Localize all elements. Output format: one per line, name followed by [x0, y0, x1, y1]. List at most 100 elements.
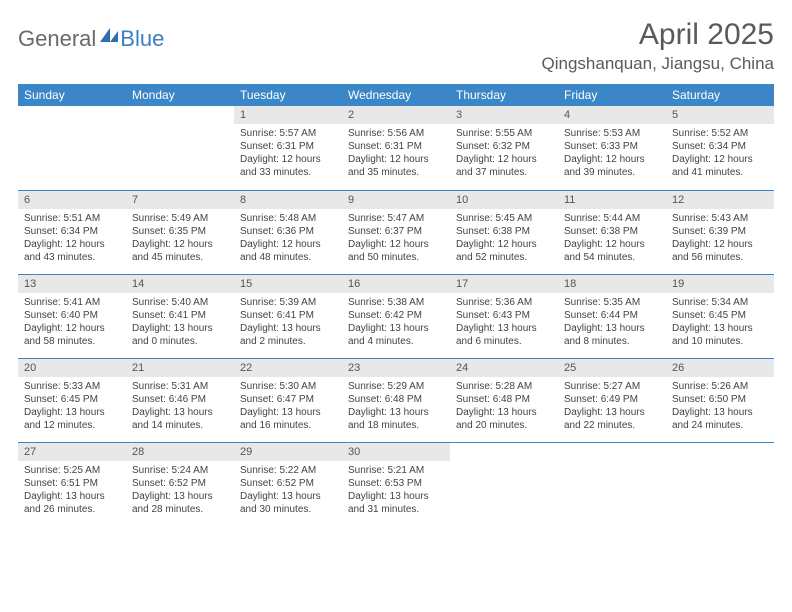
- sunrise-line: Sunrise: 5:38 AM: [348, 296, 444, 309]
- day-body: Sunrise: 5:49 AMSunset: 6:35 PMDaylight:…: [126, 209, 234, 267]
- calendar-day-cell: 8Sunrise: 5:48 AMSunset: 6:36 PMDaylight…: [234, 190, 342, 274]
- daylight-line: Daylight: 13 hours and 16 minutes.: [240, 406, 336, 432]
- daylight-line: Daylight: 12 hours and 56 minutes.: [672, 238, 768, 264]
- sunset-line: Sunset: 6:43 PM: [456, 309, 552, 322]
- sunset-line: Sunset: 6:41 PM: [240, 309, 336, 322]
- weekday-header: Friday: [558, 84, 666, 106]
- sunrise-line: Sunrise: 5:40 AM: [132, 296, 228, 309]
- sunset-line: Sunset: 6:45 PM: [24, 393, 120, 406]
- day-body: Sunrise: 5:41 AMSunset: 6:40 PMDaylight:…: [18, 293, 126, 351]
- calendar-day-cell: 15Sunrise: 5:39 AMSunset: 6:41 PMDayligh…: [234, 274, 342, 358]
- calendar-day-cell: 18Sunrise: 5:35 AMSunset: 6:44 PMDayligh…: [558, 274, 666, 358]
- sunset-line: Sunset: 6:48 PM: [456, 393, 552, 406]
- sunrise-line: Sunrise: 5:49 AM: [132, 212, 228, 225]
- day-number: 18: [558, 275, 666, 293]
- sunrise-line: Sunrise: 5:52 AM: [672, 127, 768, 140]
- sunrise-line: Sunrise: 5:45 AM: [456, 212, 552, 225]
- sunrise-line: Sunrise: 5:39 AM: [240, 296, 336, 309]
- weekday-header: Sunday: [18, 84, 126, 106]
- weekday-header: Thursday: [450, 84, 558, 106]
- day-number: 28: [126, 443, 234, 461]
- daylight-line: Daylight: 13 hours and 31 minutes.: [348, 490, 444, 516]
- day-number: 17: [450, 275, 558, 293]
- daylight-line: Daylight: 12 hours and 50 minutes.: [348, 238, 444, 264]
- sunset-line: Sunset: 6:52 PM: [240, 477, 336, 490]
- sunset-line: Sunset: 6:46 PM: [132, 393, 228, 406]
- day-body: Sunrise: 5:24 AMSunset: 6:52 PMDaylight:…: [126, 461, 234, 519]
- day-body: Sunrise: 5:27 AMSunset: 6:49 PMDaylight:…: [558, 377, 666, 435]
- sunrise-line: Sunrise: 5:41 AM: [24, 296, 120, 309]
- sunset-line: Sunset: 6:37 PM: [348, 225, 444, 238]
- weekday-header: Wednesday: [342, 84, 450, 106]
- weekday-header: Tuesday: [234, 84, 342, 106]
- sunrise-line: Sunrise: 5:53 AM: [564, 127, 660, 140]
- sunset-line: Sunset: 6:40 PM: [24, 309, 120, 322]
- daylight-line: Daylight: 13 hours and 10 minutes.: [672, 322, 768, 348]
- calendar-week-row: 6Sunrise: 5:51 AMSunset: 6:34 PMDaylight…: [18, 190, 774, 274]
- calendar-day-cell: 7Sunrise: 5:49 AMSunset: 6:35 PMDaylight…: [126, 190, 234, 274]
- sunset-line: Sunset: 6:52 PM: [132, 477, 228, 490]
- calendar-empty-cell: [558, 442, 666, 526]
- daylight-line: Daylight: 12 hours and 45 minutes.: [132, 238, 228, 264]
- calendar-week-row: 13Sunrise: 5:41 AMSunset: 6:40 PMDayligh…: [18, 274, 774, 358]
- daylight-line: Daylight: 12 hours and 52 minutes.: [456, 238, 552, 264]
- sunrise-line: Sunrise: 5:28 AM: [456, 380, 552, 393]
- weekday-header: Saturday: [666, 84, 774, 106]
- day-number: 5: [666, 106, 774, 124]
- calendar-day-cell: 9Sunrise: 5:47 AMSunset: 6:37 PMDaylight…: [342, 190, 450, 274]
- day-body: Sunrise: 5:51 AMSunset: 6:34 PMDaylight:…: [18, 209, 126, 267]
- day-number: 12: [666, 191, 774, 209]
- sunrise-line: Sunrise: 5:30 AM: [240, 380, 336, 393]
- sunrise-line: Sunrise: 5:43 AM: [672, 212, 768, 225]
- sunset-line: Sunset: 6:34 PM: [24, 225, 120, 238]
- day-body: Sunrise: 5:53 AMSunset: 6:33 PMDaylight:…: [558, 124, 666, 182]
- calendar-day-cell: 1Sunrise: 5:57 AMSunset: 6:31 PMDaylight…: [234, 106, 342, 190]
- day-body: Sunrise: 5:35 AMSunset: 6:44 PMDaylight:…: [558, 293, 666, 351]
- day-number: 11: [558, 191, 666, 209]
- day-number: 21: [126, 359, 234, 377]
- sunset-line: Sunset: 6:31 PM: [240, 140, 336, 153]
- day-number: 25: [558, 359, 666, 377]
- calendar-day-cell: 28Sunrise: 5:24 AMSunset: 6:52 PMDayligh…: [126, 442, 234, 526]
- location-text: Qingshanquan, Jiangsu, China: [542, 54, 775, 74]
- day-number: 6: [18, 191, 126, 209]
- day-number: 22: [234, 359, 342, 377]
- daylight-line: Daylight: 13 hours and 2 minutes.: [240, 322, 336, 348]
- sunset-line: Sunset: 6:53 PM: [348, 477, 444, 490]
- day-body: Sunrise: 5:34 AMSunset: 6:45 PMDaylight:…: [666, 293, 774, 351]
- daylight-line: Daylight: 13 hours and 24 minutes.: [672, 406, 768, 432]
- day-body: Sunrise: 5:45 AMSunset: 6:38 PMDaylight:…: [450, 209, 558, 267]
- daylight-line: Daylight: 13 hours and 0 minutes.: [132, 322, 228, 348]
- day-body: Sunrise: 5:36 AMSunset: 6:43 PMDaylight:…: [450, 293, 558, 351]
- calendar-day-cell: 20Sunrise: 5:33 AMSunset: 6:45 PMDayligh…: [18, 358, 126, 442]
- sunset-line: Sunset: 6:34 PM: [672, 140, 768, 153]
- daylight-line: Daylight: 13 hours and 12 minutes.: [24, 406, 120, 432]
- calendar-week-row: 27Sunrise: 5:25 AMSunset: 6:51 PMDayligh…: [18, 442, 774, 526]
- day-body: Sunrise: 5:52 AMSunset: 6:34 PMDaylight:…: [666, 124, 774, 182]
- calendar-table: Sunday Monday Tuesday Wednesday Thursday…: [18, 84, 774, 526]
- daylight-line: Daylight: 13 hours and 6 minutes.: [456, 322, 552, 348]
- day-body: Sunrise: 5:26 AMSunset: 6:50 PMDaylight:…: [666, 377, 774, 435]
- calendar-day-cell: 14Sunrise: 5:40 AMSunset: 6:41 PMDayligh…: [126, 274, 234, 358]
- day-number: 14: [126, 275, 234, 293]
- day-body: Sunrise: 5:29 AMSunset: 6:48 PMDaylight:…: [342, 377, 450, 435]
- sunset-line: Sunset: 6:45 PM: [672, 309, 768, 322]
- sunrise-line: Sunrise: 5:44 AM: [564, 212, 660, 225]
- sunrise-line: Sunrise: 5:51 AM: [24, 212, 120, 225]
- day-number: 27: [18, 443, 126, 461]
- calendar-day-cell: 24Sunrise: 5:28 AMSunset: 6:48 PMDayligh…: [450, 358, 558, 442]
- daylight-line: Daylight: 12 hours and 58 minutes.: [24, 322, 120, 348]
- sunrise-line: Sunrise: 5:25 AM: [24, 464, 120, 477]
- daylight-line: Daylight: 12 hours and 41 minutes.: [672, 153, 768, 179]
- calendar-day-cell: 17Sunrise: 5:36 AMSunset: 6:43 PMDayligh…: [450, 274, 558, 358]
- calendar-day-cell: 16Sunrise: 5:38 AMSunset: 6:42 PMDayligh…: [342, 274, 450, 358]
- calendar-day-cell: 27Sunrise: 5:25 AMSunset: 6:51 PMDayligh…: [18, 442, 126, 526]
- sunrise-line: Sunrise: 5:35 AM: [564, 296, 660, 309]
- calendar-day-cell: 25Sunrise: 5:27 AMSunset: 6:49 PMDayligh…: [558, 358, 666, 442]
- calendar-day-cell: 2Sunrise: 5:56 AMSunset: 6:31 PMDaylight…: [342, 106, 450, 190]
- calendar-day-cell: 13Sunrise: 5:41 AMSunset: 6:40 PMDayligh…: [18, 274, 126, 358]
- day-body: Sunrise: 5:25 AMSunset: 6:51 PMDaylight:…: [18, 461, 126, 519]
- sunset-line: Sunset: 6:44 PM: [564, 309, 660, 322]
- day-body: Sunrise: 5:30 AMSunset: 6:47 PMDaylight:…: [234, 377, 342, 435]
- daylight-line: Daylight: 13 hours and 26 minutes.: [24, 490, 120, 516]
